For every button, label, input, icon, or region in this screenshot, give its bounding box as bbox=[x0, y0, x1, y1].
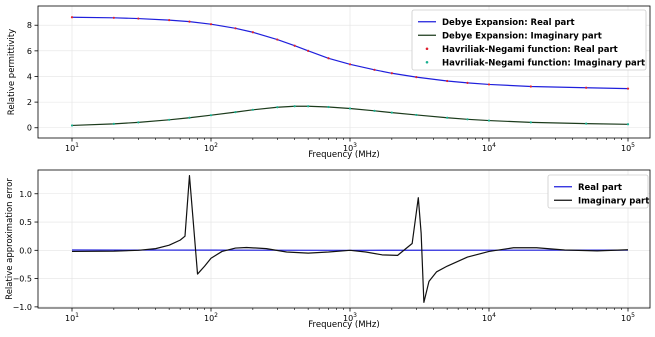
series-point-2 bbox=[293, 44, 296, 47]
series-point-3 bbox=[373, 109, 376, 112]
x-tick-label: 105 bbox=[621, 142, 635, 153]
series-point-2 bbox=[70, 16, 74, 19]
series-point-2 bbox=[112, 16, 115, 19]
series-point-2 bbox=[626, 87, 630, 90]
series-point-3 bbox=[168, 118, 171, 121]
series-point-2 bbox=[585, 86, 588, 89]
legend-label: Debye Expansion: Imaginary part bbox=[442, 31, 602, 41]
legend-swatch bbox=[425, 60, 429, 64]
legend-swatch bbox=[425, 47, 429, 51]
x-tick-label: 101 bbox=[65, 142, 79, 153]
series-point-2 bbox=[466, 81, 469, 84]
series-point-2 bbox=[307, 49, 310, 52]
x-axis-label: Frequency (MHz) bbox=[308, 320, 379, 330]
series-point-2 bbox=[137, 17, 140, 20]
legend-box bbox=[411, 9, 647, 71]
series-point-2 bbox=[487, 83, 491, 86]
series-point-3 bbox=[487, 119, 491, 122]
legend-label: Havriliak-Negami function: Real part bbox=[442, 45, 618, 55]
x-axis-label: Frequency (MHz) bbox=[308, 150, 379, 160]
series-point-3 bbox=[293, 105, 296, 108]
series-point-3 bbox=[112, 122, 115, 126]
y-tick-label: 6 bbox=[27, 47, 32, 56]
x-tick-label: 105 bbox=[621, 312, 635, 323]
x-tick-label: 101 bbox=[65, 312, 79, 323]
legend-box bbox=[547, 174, 649, 209]
legend-label: Debye Expansion: Real part bbox=[442, 18, 575, 28]
y-tick-label: 1.0 bbox=[19, 190, 32, 199]
series-point-2 bbox=[276, 38, 279, 41]
series-point-3 bbox=[446, 116, 449, 119]
y-tick-label: 2 bbox=[27, 98, 32, 107]
series-point-3 bbox=[276, 106, 279, 109]
series-point-3 bbox=[137, 121, 140, 124]
series-point-2 bbox=[209, 23, 213, 26]
x-tick-label: 104 bbox=[482, 142, 496, 153]
y-tick-label: 0 bbox=[27, 124, 32, 133]
y-axis-label: Relative permittivity bbox=[7, 29, 17, 115]
series-point-2 bbox=[446, 79, 449, 83]
y-tick-label: 8 bbox=[27, 21, 32, 30]
series-point-3 bbox=[327, 105, 330, 109]
y-tick-label: −0.5 bbox=[13, 275, 32, 284]
series-point-3 bbox=[251, 108, 254, 111]
series-point-3 bbox=[307, 105, 310, 108]
series-point-2 bbox=[390, 72, 393, 75]
plot-frame bbox=[37, 169, 651, 309]
legend-label: Havriliak-Negami function: Imaginary par… bbox=[442, 58, 645, 68]
series-point-2 bbox=[251, 31, 254, 34]
series-point-2 bbox=[188, 20, 191, 23]
y-axis-label: Relative approximation error bbox=[5, 178, 15, 300]
series-point-3 bbox=[209, 114, 213, 117]
series-point-3 bbox=[70, 124, 74, 127]
series-point-3 bbox=[234, 111, 237, 114]
series-point-2 bbox=[529, 85, 532, 88]
y-tick-label: 0.0 bbox=[19, 246, 32, 255]
y-tick-label: 4 bbox=[27, 72, 32, 81]
x-tick-label: 102 bbox=[204, 142, 218, 153]
series-point-3 bbox=[390, 111, 393, 114]
series-point-3 bbox=[626, 123, 630, 126]
error-plot: 101 102 103 104 105 −1.0 −0.5 0.0 0.5 1.0 Frequenc… bbox=[5, 169, 651, 330]
legend-label: Real part bbox=[578, 183, 622, 193]
series-point-3 bbox=[415, 113, 418, 117]
series-point-3 bbox=[466, 118, 469, 121]
plot-frame bbox=[37, 5, 651, 139]
series-point-2 bbox=[348, 63, 352, 66]
series-point-3 bbox=[188, 116, 191, 119]
x-tick-label: 103 bbox=[343, 312, 357, 323]
series-line-1 bbox=[71, 105, 629, 127]
series-point-2 bbox=[234, 27, 237, 30]
y-tick-label: −1.0 bbox=[13, 303, 32, 312]
series-point-3 bbox=[348, 107, 352, 110]
y-tick-label: 0.5 bbox=[19, 218, 32, 227]
x-tick-label: 103 bbox=[343, 142, 357, 153]
series-point-3 bbox=[585, 122, 588, 125]
series-point-2 bbox=[327, 57, 330, 60]
series-point-2 bbox=[415, 76, 418, 79]
series-point-2 bbox=[373, 68, 376, 71]
series-line-0 bbox=[71, 16, 629, 90]
x-tick-label: 104 bbox=[482, 312, 496, 323]
permittivity-plot: 101 102 103 104 105 0 2 4 6 8 Frequency (MHz) Relat… bbox=[7, 5, 651, 160]
series-point-3 bbox=[529, 121, 532, 124]
legend-label: Imaginary part bbox=[578, 196, 649, 206]
series-point-2 bbox=[168, 18, 171, 22]
x-tick-label: 102 bbox=[204, 312, 218, 323]
series-line-1 bbox=[71, 175, 629, 303]
